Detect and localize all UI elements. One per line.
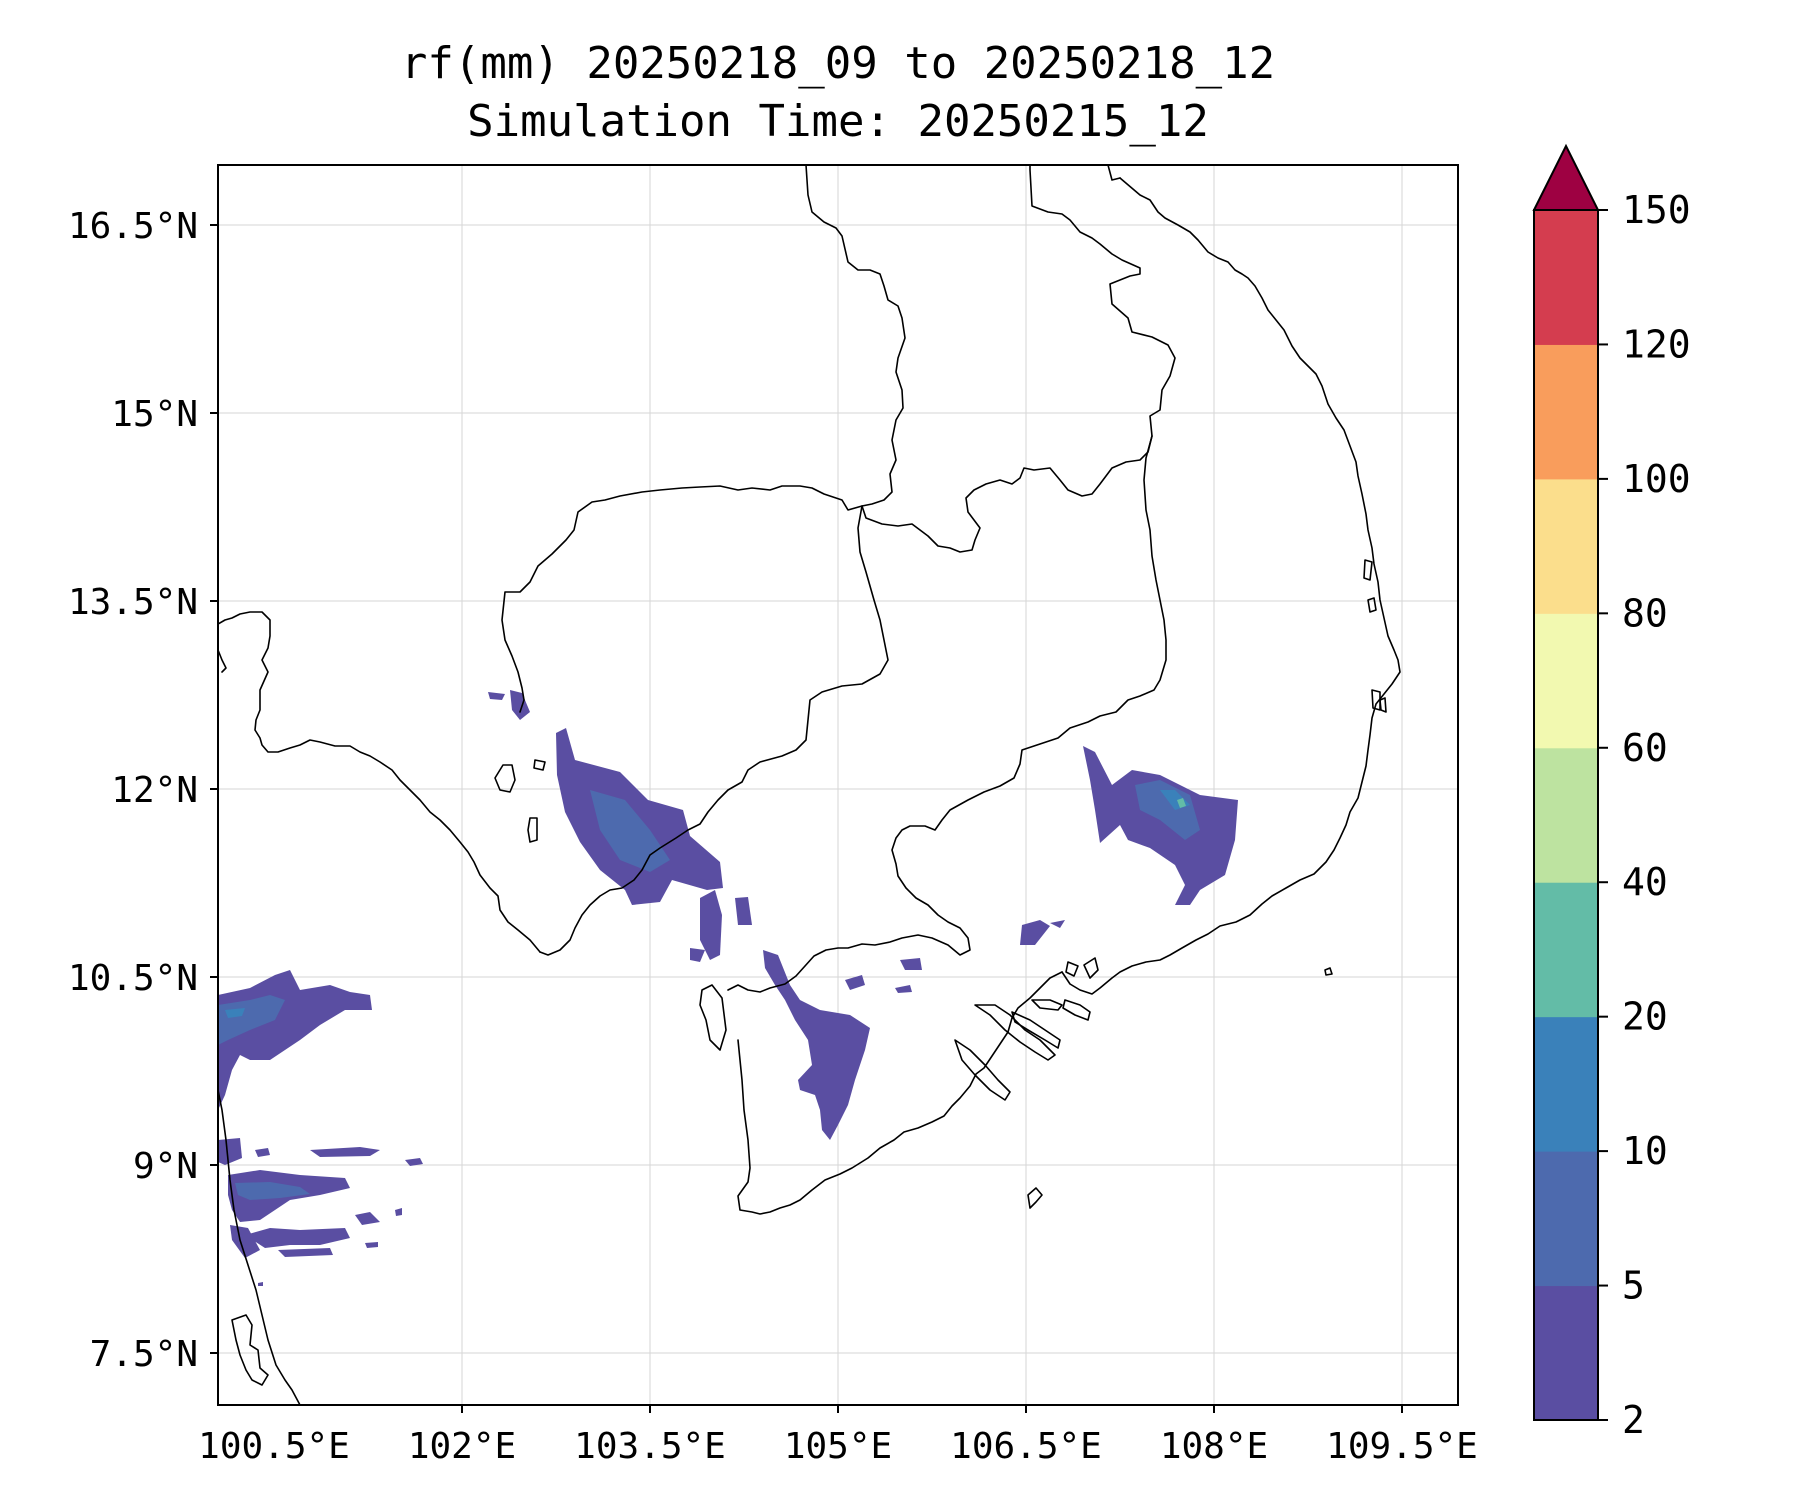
colorbar-tick-label: 60 (1622, 726, 1668, 770)
colorbar-segment (1534, 613, 1598, 749)
colorbar-segment (1534, 478, 1598, 614)
colorbar-tick-label: 100 (1622, 457, 1691, 501)
lon-label-108: 108°E (1160, 1426, 1268, 1467)
colorbar-extend-arrow (1532, 143, 1600, 211)
rainfall-contours (218, 690, 1238, 1286)
coastlines-borders (218, 165, 1401, 1405)
colorbar-tick-label: 150 (1622, 188, 1691, 232)
colorbar-tick-label: 40 (1622, 860, 1668, 904)
colorbar-tick-label: 120 (1622, 322, 1691, 366)
lat-label-7-5: 7.5°N (90, 1334, 198, 1375)
lat-axis: 16.5°N 15°N 13.5°N 12°N 10.5°N 9°N 7.5°N (68, 206, 218, 1375)
lon-label-106-5: 106.5°E (950, 1426, 1102, 1467)
colorbar-tick-label: 80 (1622, 591, 1668, 635)
lon-label-103-5: 103.5°E (574, 1426, 726, 1467)
colorbar-tick-label: 20 (1622, 995, 1668, 1039)
lon-axis: 100.5°E 102°E 103.5°E 105°E 106.5°E 108°… (198, 1405, 1478, 1467)
lon-label-100-5: 100.5°E (198, 1426, 350, 1467)
colorbar-tick-label: 2 (1622, 1398, 1645, 1442)
colorbar-segment (1534, 747, 1598, 883)
lon-label-102: 102°E (408, 1426, 516, 1467)
lon-label-105: 105°E (784, 1426, 892, 1467)
title-line-2: Simulation Time: 20250215_12 (467, 96, 1209, 147)
colorbar-segment (1534, 344, 1598, 480)
lat-label-16-5: 16.5°N (68, 206, 198, 247)
lat-label-13-5: 13.5°N (68, 582, 198, 623)
rain-area-cardamom (556, 728, 723, 905)
colorbar: 2 5 10 20 40 60 80 100 120 150 (1532, 143, 1691, 1442)
rain-area-koh-kong (510, 690, 530, 720)
colorbar-segment (1534, 1151, 1598, 1287)
colorbar-segment (1534, 1285, 1598, 1421)
colorbar-segment (1534, 210, 1598, 345)
colorbar-segment (1534, 1016, 1598, 1152)
lat-label-12: 12°N (111, 770, 198, 811)
colorbar-ticks: 2 5 10 20 40 60 80 100 120 150 (1598, 188, 1691, 1442)
colorbar-segments (1534, 210, 1598, 1421)
rain-area-highlands (1083, 746, 1238, 905)
title-line-1: rf(mm) 20250218_09 to 20250218_12 (401, 38, 1275, 89)
lat-label-15: 15°N (111, 394, 198, 435)
lat-label-10-5: 10.5°N (68, 958, 198, 999)
colorbar-segment (1534, 882, 1598, 1018)
colorbar-frame (1533, 209, 1599, 1421)
colorbar-tick-label: 10 (1622, 1129, 1668, 1173)
gridlines (218, 165, 1458, 1405)
colorbar-tick-label: 5 (1622, 1264, 1645, 1308)
lat-label-9: 9°N (133, 1146, 198, 1187)
lon-label-109-5: 109.5°E (1326, 1426, 1478, 1467)
